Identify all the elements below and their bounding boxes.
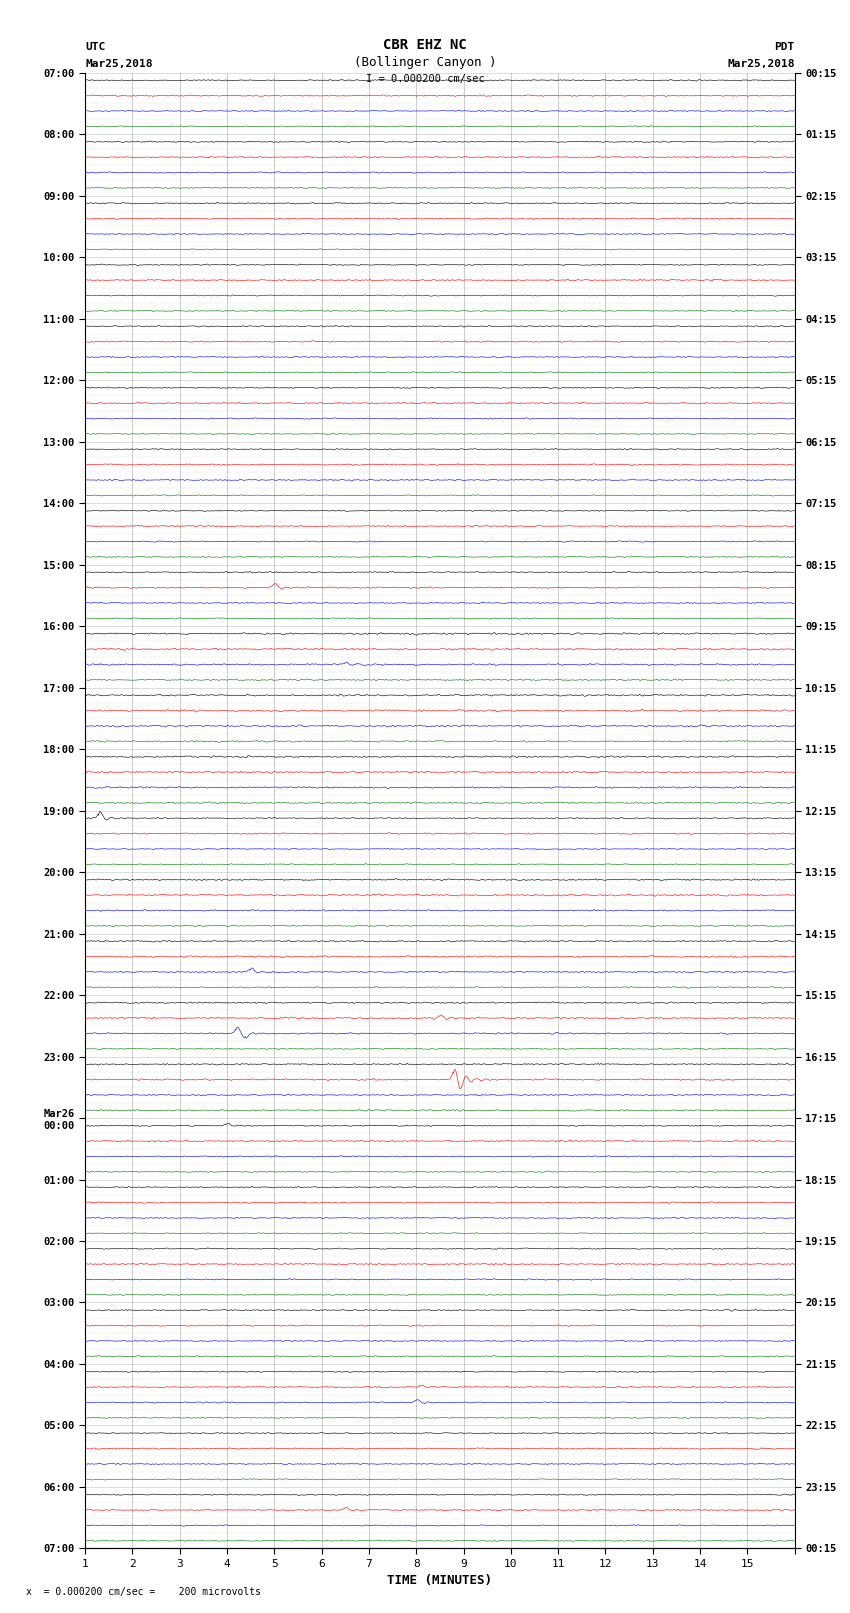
Text: Mar25,2018: Mar25,2018 (728, 60, 795, 69)
Text: UTC: UTC (85, 42, 105, 52)
Text: x  = 0.000200 cm/sec =    200 microvolts: x = 0.000200 cm/sec = 200 microvolts (26, 1587, 260, 1597)
Text: PDT: PDT (774, 42, 795, 52)
Text: CBR EHZ NC: CBR EHZ NC (383, 37, 467, 52)
Text: I = 0.000200 cm/sec: I = 0.000200 cm/sec (366, 74, 484, 84)
X-axis label: TIME (MINUTES): TIME (MINUTES) (388, 1574, 492, 1587)
Text: (Bollinger Canyon ): (Bollinger Canyon ) (354, 56, 496, 69)
Text: Mar25,2018: Mar25,2018 (85, 60, 152, 69)
